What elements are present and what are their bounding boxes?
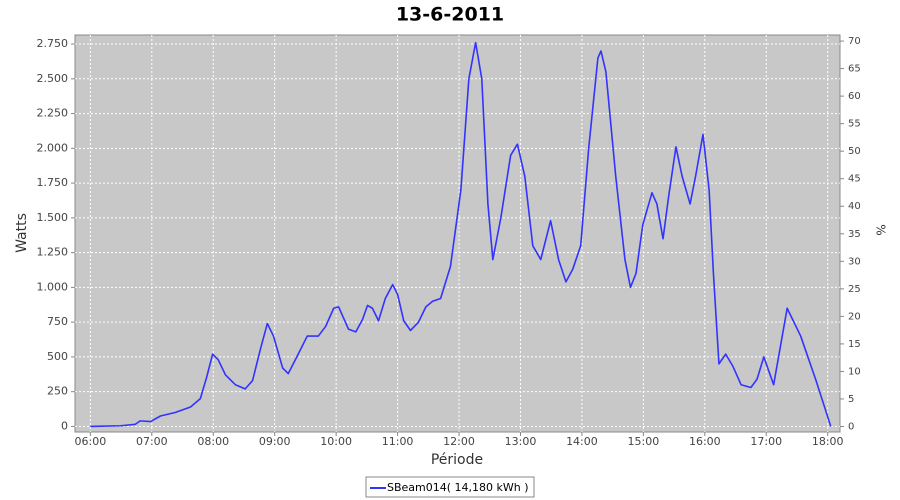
y2-tick-label: 35 [848,229,861,240]
y-tick-label: 0 [61,419,68,432]
y2-tick-label: 0 [848,421,854,432]
y-tick-label: 1.750 [37,176,69,189]
y2-tick-label: 55 [848,119,861,130]
y2-tick-label: 5 [848,394,854,405]
y-axis-label: Watts [14,213,30,253]
y-tick-label: 2.500 [37,72,69,85]
y-tick-label: 2.000 [37,141,69,154]
y-tick-label: 2.250 [37,107,69,120]
y-tick-label: 750 [47,315,68,328]
x-axis-label: Période [431,452,483,468]
x-tick-label: 10:00 [320,435,352,448]
y2-tick-label: 15 [848,339,861,350]
y-tick-label: 1.250 [37,246,69,259]
x-tick-label: 16:00 [689,435,721,448]
y2-tick-label: 30 [848,256,861,267]
x-tick-label: 14:00 [566,435,598,448]
y-tick-label: 1.500 [37,211,69,224]
y2-tick-label: 45 [848,174,861,185]
y2-tick-label: 40 [848,201,861,212]
plot-area [74,34,841,433]
y2-tick-label: 65 [848,64,861,75]
y2-tick-label: 50 [848,146,861,157]
x-tick-label: 12:00 [443,435,475,448]
data-line [90,41,832,428]
legend-label: SBeam014( 14,180 kWh ) [387,481,529,494]
x-tick-label: 18:00 [812,435,844,448]
y-tick-label: 2.750 [37,37,69,50]
y2-tick-label: 10 [848,366,861,377]
x-tick-label: 13:00 [505,435,537,448]
x-tick-label: 07:00 [136,435,168,448]
y-tick-label: 250 [47,385,68,398]
x-tick-label: 08:00 [197,435,229,448]
chart-title: 13-6-2011 [396,4,504,26]
y2-tick-label: 60 [848,91,861,102]
x-tick-label: 15:00 [628,435,660,448]
legend [365,476,535,498]
x-tick-label: 11:00 [382,435,414,448]
y2-tick-label: 20 [848,311,861,322]
x-tick-label: 06:00 [75,435,107,448]
y2-tick-label: 25 [848,284,861,295]
y-tick-label: 1.000 [37,280,69,293]
y-tick-label: 500 [47,350,68,363]
y2-axis-label: % [874,224,888,235]
x-tick-label: 09:00 [259,435,291,448]
x-tick-label: 17:00 [750,435,782,448]
y2-tick-label: 70 [848,36,861,47]
